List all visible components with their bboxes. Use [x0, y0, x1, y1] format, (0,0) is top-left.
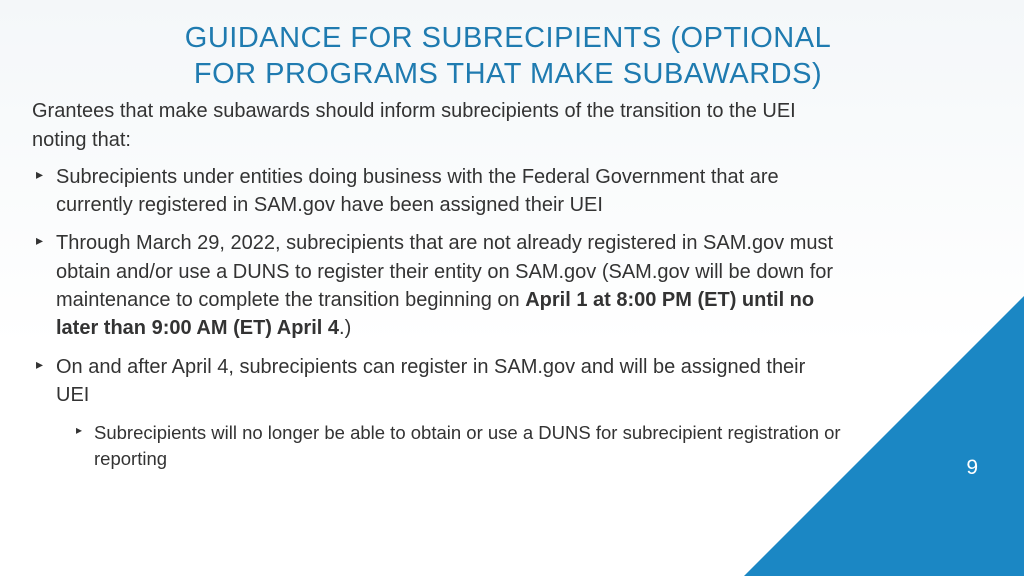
bullet-list: Subrecipients under entities doing busin…	[32, 163, 842, 472]
sub-bullet-item: Subrecipients will no longer be able to …	[76, 420, 842, 472]
bullet-3-text: On and after April 4, subrecipients can …	[56, 356, 805, 406]
bullet-2-tail: .)	[339, 317, 351, 339]
title-line-2: FOR PROGRAMS THAT MAKE SUBAWARDS)	[194, 58, 822, 90]
bullet-item-2: Through March 29, 2022, subrecipients th…	[36, 229, 842, 343]
slide-title: GUIDANCE FOR SUBRECIPIENTS (OPTIONAL FOR…	[32, 20, 984, 93]
title-line-1: GUIDANCE FOR SUBRECIPIENTS (OPTIONAL	[185, 22, 831, 54]
slide-container: GUIDANCE FOR SUBRECIPIENTS (OPTIONAL FOR…	[0, 0, 1024, 576]
sub-bullet-list: Subrecipients will no longer be able to …	[56, 420, 842, 472]
page-number: 9	[966, 456, 978, 480]
bullet-item-3: On and after April 4, subrecipients can …	[36, 353, 842, 472]
corner-triangle	[744, 296, 1024, 576]
bullet-item-1: Subrecipients under entities doing busin…	[36, 163, 842, 220]
intro-paragraph: Grantees that make subawards should info…	[32, 97, 812, 155]
